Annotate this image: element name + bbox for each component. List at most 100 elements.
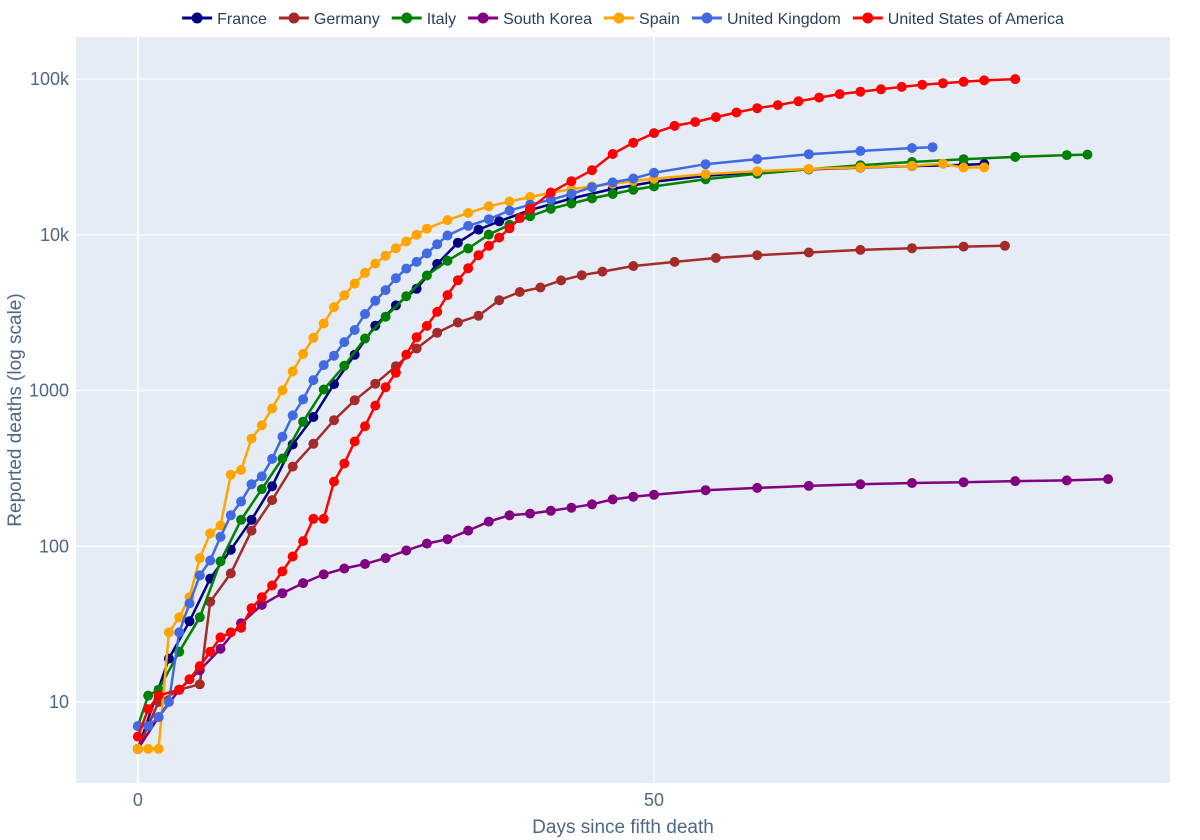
legend-item-united-states-of-america[interactable]: United States of America xyxy=(852,11,1064,28)
data-point xyxy=(298,394,309,405)
data-point xyxy=(215,643,226,654)
series-united-states-of-america xyxy=(132,74,1021,742)
data-point xyxy=(205,646,216,657)
data-point xyxy=(855,146,866,156)
data-point xyxy=(256,599,267,610)
data-point xyxy=(339,360,350,371)
data-point xyxy=(298,348,309,359)
data-point xyxy=(246,525,257,536)
legend-item-spain[interactable]: Spain xyxy=(604,11,680,28)
data-point xyxy=(194,661,205,672)
legend-item-italy[interactable]: Italy xyxy=(391,11,456,28)
data-point xyxy=(308,375,319,386)
data-point xyxy=(958,76,969,87)
data-point xyxy=(215,556,226,567)
data-point xyxy=(256,592,267,603)
data-point xyxy=(246,479,257,490)
data-point xyxy=(267,481,278,492)
data-point xyxy=(205,555,216,566)
data-point xyxy=(927,142,938,153)
data-point xyxy=(421,248,432,259)
data-point xyxy=(174,684,185,695)
y-tick-label: 100 xyxy=(39,536,69,556)
data-point xyxy=(339,290,350,301)
data-point xyxy=(277,588,288,599)
data-point xyxy=(587,182,597,193)
data-point xyxy=(937,158,948,169)
data-point xyxy=(700,169,711,180)
data-point xyxy=(855,162,866,173)
data-point xyxy=(917,79,928,90)
data-point xyxy=(958,477,969,488)
data-point xyxy=(483,214,494,225)
data-point xyxy=(390,273,401,284)
legend-swatch-marker xyxy=(613,12,625,24)
data-point xyxy=(205,528,216,539)
data-point xyxy=(256,471,267,482)
data-point xyxy=(380,311,391,322)
data-point xyxy=(452,237,463,248)
data-point xyxy=(463,263,474,274)
data-point xyxy=(525,192,536,202)
x-tick-label: 0 xyxy=(133,790,143,810)
data-point xyxy=(514,213,525,224)
data-point xyxy=(731,107,742,118)
legend-label: Germany xyxy=(314,11,380,28)
data-point xyxy=(700,159,711,170)
y-tick-label: 100k xyxy=(30,69,70,89)
legend-swatch-marker xyxy=(862,12,874,24)
data-point xyxy=(772,100,783,111)
data-point xyxy=(277,566,288,577)
data-point xyxy=(834,89,845,100)
data-point xyxy=(194,679,205,690)
data-point xyxy=(329,302,339,313)
data-point xyxy=(504,196,515,207)
data-point xyxy=(184,616,195,627)
data-point xyxy=(236,514,247,525)
y-tick-label: 10 xyxy=(49,692,69,712)
data-point xyxy=(576,270,587,281)
legend-item-united-kingdom[interactable]: United Kingdom xyxy=(691,11,841,28)
data-point xyxy=(267,495,278,506)
data-point xyxy=(1103,474,1114,485)
legend-item-germany[interactable]: Germany xyxy=(278,11,380,28)
data-point xyxy=(411,283,422,294)
data-point xyxy=(979,75,990,86)
data-point xyxy=(473,250,484,261)
data-point xyxy=(535,282,546,293)
data-point xyxy=(225,627,236,638)
data-point xyxy=(473,310,484,321)
data-point xyxy=(225,469,236,480)
data-point xyxy=(236,496,247,507)
data-point xyxy=(690,117,701,127)
legend: France Germany Italy South Korea Spain United… xyxy=(182,11,1064,28)
legend-item-south-korea[interactable]: South Korea xyxy=(468,11,592,28)
data-point xyxy=(958,241,969,252)
data-point xyxy=(556,275,567,286)
data-point xyxy=(329,350,339,361)
data-point xyxy=(432,306,443,317)
data-point xyxy=(256,420,267,431)
legend-label: Spain xyxy=(639,11,680,28)
data-point xyxy=(308,412,319,422)
data-point xyxy=(504,205,515,216)
data-point xyxy=(483,516,494,527)
data-point xyxy=(339,563,350,574)
data-point xyxy=(318,318,329,329)
data-point xyxy=(287,551,298,562)
data-point xyxy=(184,674,195,685)
x-axis-title: Days since fifth death xyxy=(532,817,714,838)
data-point xyxy=(710,253,721,263)
data-point xyxy=(339,337,350,348)
data-point xyxy=(215,520,226,531)
data-point xyxy=(752,482,763,493)
x-tick-label: 50 xyxy=(644,790,664,810)
data-point xyxy=(236,622,247,633)
legend-item-france[interactable]: France xyxy=(182,11,267,28)
data-point xyxy=(607,494,618,505)
legend-label: France xyxy=(217,11,267,28)
data-point xyxy=(669,256,680,267)
data-point xyxy=(287,461,298,472)
data-point xyxy=(907,243,917,254)
data-point xyxy=(876,84,886,95)
